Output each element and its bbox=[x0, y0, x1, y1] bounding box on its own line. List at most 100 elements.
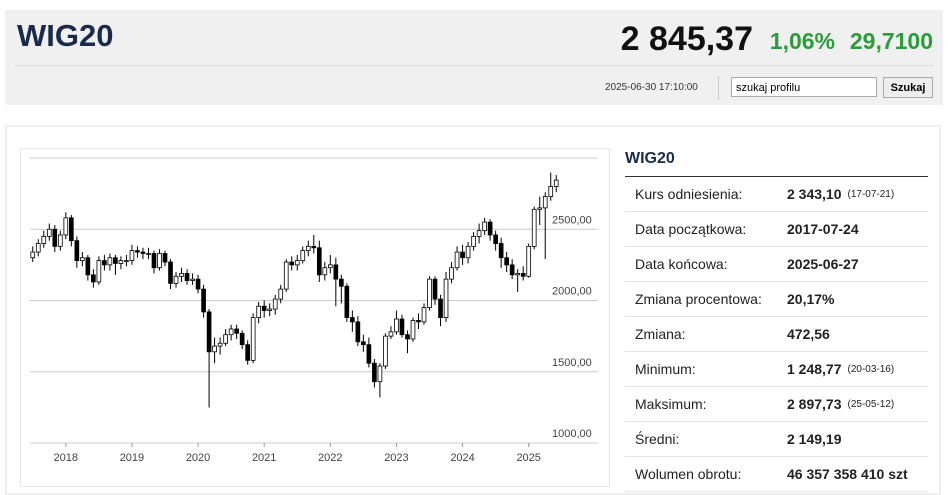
candle-body bbox=[162, 253, 168, 263]
candle-body bbox=[305, 245, 311, 252]
candle-body bbox=[509, 264, 515, 276]
stats-row: Zmiana: 472,56 bbox=[625, 317, 928, 352]
stats-value: 2 897,73 bbox=[787, 396, 842, 412]
candle-body bbox=[201, 288, 206, 313]
candle-body bbox=[339, 278, 344, 287]
candle-body bbox=[91, 274, 96, 283]
candle-body bbox=[449, 267, 454, 280]
candle-body bbox=[350, 317, 355, 323]
candle-body bbox=[245, 344, 250, 361]
candle-body bbox=[421, 307, 427, 323]
y-tick-label: 2000,00 bbox=[552, 286, 592, 298]
stats-row: Średni: 2 149,19 bbox=[625, 422, 928, 457]
candle-body bbox=[30, 251, 36, 259]
candle-body bbox=[256, 305, 262, 318]
candle-body bbox=[498, 243, 504, 259]
candle-body bbox=[405, 334, 410, 340]
candle-body bbox=[537, 207, 543, 210]
stats-value: 2017-07-24 bbox=[787, 221, 859, 237]
candle-body bbox=[190, 278, 195, 281]
candle-body bbox=[383, 335, 388, 367]
candle-body bbox=[46, 228, 52, 237]
candle-body bbox=[184, 273, 190, 281]
candle-body bbox=[344, 285, 350, 319]
candle-body bbox=[361, 341, 366, 346]
candle-body bbox=[212, 345, 217, 353]
candle-body bbox=[416, 320, 421, 323]
stats-value: 2 149,19 bbox=[787, 431, 842, 447]
candle-body bbox=[377, 365, 383, 383]
x-tick-label: 2025 bbox=[516, 452, 540, 464]
candle-body bbox=[394, 318, 399, 333]
y-tick-label: 1000,00 bbox=[552, 428, 592, 440]
stats-label: Średni: bbox=[635, 431, 680, 447]
stats-row: Kurs odniesienia: 2 343,10 (17-07-21) bbox=[625, 177, 928, 212]
candle-body bbox=[322, 267, 328, 276]
candle-body bbox=[278, 288, 284, 300]
stats-value: 1 248,77 bbox=[787, 361, 842, 377]
candle-body bbox=[465, 245, 471, 259]
candle-body bbox=[300, 250, 306, 261]
change-pct: 1,06% bbox=[769, 28, 835, 54]
stats-label: Data początkowa: bbox=[635, 221, 747, 237]
candle-body bbox=[399, 318, 405, 336]
separator bbox=[15, 65, 933, 66]
chart-frame bbox=[20, 148, 610, 487]
candle-body bbox=[388, 331, 394, 337]
candle-body bbox=[118, 260, 124, 264]
x-tick-label: 2024 bbox=[450, 452, 474, 464]
candle-body bbox=[63, 217, 69, 236]
candle-body bbox=[438, 298, 443, 318]
candle-body bbox=[267, 308, 273, 311]
stats-row: Minimum: 1 248,77 (20-03-16) bbox=[625, 352, 928, 387]
search-button[interactable]: Szukaj bbox=[883, 77, 933, 98]
candle-body bbox=[102, 260, 107, 266]
candle-body bbox=[542, 196, 548, 209]
x-tick-label: 2023 bbox=[384, 452, 408, 464]
candle-body bbox=[107, 257, 113, 266]
candle-body bbox=[311, 245, 317, 249]
candle-body bbox=[432, 278, 438, 300]
stats-row: Data końcowa: 2025-06-27 bbox=[625, 247, 928, 282]
y-tick-label: 1500,00 bbox=[552, 357, 592, 369]
stats-title: WIG20 bbox=[625, 150, 928, 177]
candle-body bbox=[410, 320, 416, 340]
stats-label: Maksimum: bbox=[635, 396, 707, 412]
candle-body bbox=[74, 240, 80, 262]
stats: WIG20 Kurs odniesienia: 2 343,10 (17-07-21… bbox=[625, 150, 928, 492]
stats-note: (20-03-16) bbox=[847, 363, 895, 375]
candle-body bbox=[476, 230, 482, 237]
search-input[interactable]: szukaj profilu bbox=[731, 77, 877, 97]
candle-body bbox=[355, 321, 361, 343]
candle-body bbox=[228, 328, 234, 336]
x-tick-label: 2022 bbox=[318, 452, 342, 464]
candle-body bbox=[113, 257, 118, 264]
stats-note: (17-07-21) bbox=[847, 188, 895, 200]
candle-body bbox=[454, 251, 460, 269]
candle-body bbox=[168, 261, 173, 284]
candle-body bbox=[520, 273, 526, 277]
candle-body bbox=[250, 317, 256, 361]
candle-body bbox=[443, 278, 449, 318]
candle-body bbox=[35, 243, 41, 253]
x-tick-label: 2020 bbox=[186, 452, 210, 464]
candle-body bbox=[68, 217, 74, 242]
change: 29,7100 bbox=[849, 28, 933, 54]
candle-body bbox=[124, 260, 129, 262]
stats-note: (25-05-12) bbox=[847, 398, 895, 410]
candle-body bbox=[487, 221, 493, 236]
stats-row: Data początkowa: 2017-07-24 bbox=[625, 212, 928, 247]
candle-body bbox=[135, 250, 140, 253]
candle-body bbox=[157, 253, 162, 269]
stats-label: Kurs odniesienia: bbox=[635, 186, 743, 202]
candle-body bbox=[493, 234, 498, 244]
candle-body bbox=[504, 257, 509, 266]
candle-body bbox=[129, 250, 135, 261]
stats-label: Zmiana procentowa: bbox=[635, 291, 762, 307]
candle-body bbox=[96, 260, 102, 283]
stats-value: 2 343,10 bbox=[787, 186, 842, 202]
index-title: WIG20 bbox=[17, 18, 114, 53]
stats-row: Maksimum: 2 897,73 (25-05-12) bbox=[625, 387, 928, 422]
stats-label: Wolumen obrotu: bbox=[635, 466, 742, 482]
